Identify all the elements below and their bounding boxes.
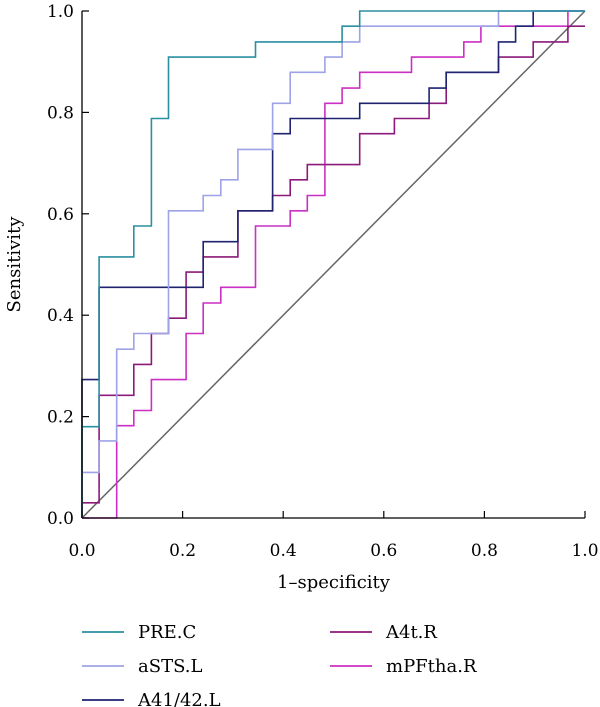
y-axis-title: Sensitivity <box>4 216 25 313</box>
series-line-a4t-r <box>81 25 585 518</box>
y-tick-label: 0.0 <box>47 509 74 529</box>
y-tick-label: 0.4 <box>47 306 74 326</box>
plot-area <box>81 10 586 519</box>
legend-label: PRE.C <box>138 622 196 643</box>
legend-item: mPFtha.R <box>330 656 477 677</box>
legend-item: PRE.C <box>82 622 196 643</box>
series-line-a41-42-l <box>81 10 585 518</box>
x-tick-label: 0.2 <box>169 541 196 561</box>
x-tick-label: 1.0 <box>571 541 598 561</box>
legend-item: A4t.R <box>330 622 437 643</box>
x-tick-label: 0.0 <box>68 541 95 561</box>
legend-label: A4t.R <box>385 622 437 643</box>
x-axis-title: 1–specificity <box>277 572 391 593</box>
y-tick-label: 1.0 <box>47 2 74 22</box>
series-line-mpftha-r <box>82 10 585 519</box>
x-tick-label: 0.8 <box>471 541 498 561</box>
legend: PRE.C aSTS.L A41/42.L A4t.R mPFtha.R <box>82 622 477 707</box>
x-tick-label: 0.6 <box>370 541 397 561</box>
x-tick-label: 0.4 <box>270 541 297 561</box>
y-tick-label: 0.6 <box>47 205 74 225</box>
legend-item: A41/42.L <box>82 690 221 707</box>
y-tick-label: 0.2 <box>47 408 74 428</box>
series-line-pre-c <box>81 10 585 518</box>
axes: 0.0 0.2 0.4 0.6 0.8 1.0 0.0 0.2 0.4 0.6 0.8 1.0 <box>47 2 599 561</box>
legend-label: mPFtha.R <box>386 656 477 677</box>
series-line-asts-l <box>81 10 585 518</box>
legend-label: aSTS.L <box>138 656 202 677</box>
reference-diagonal-line <box>81 10 586 519</box>
legend-label: A41/42.L <box>137 690 221 707</box>
legend-item: aSTS.L <box>82 656 202 677</box>
y-tick-label: 0.8 <box>47 103 74 123</box>
